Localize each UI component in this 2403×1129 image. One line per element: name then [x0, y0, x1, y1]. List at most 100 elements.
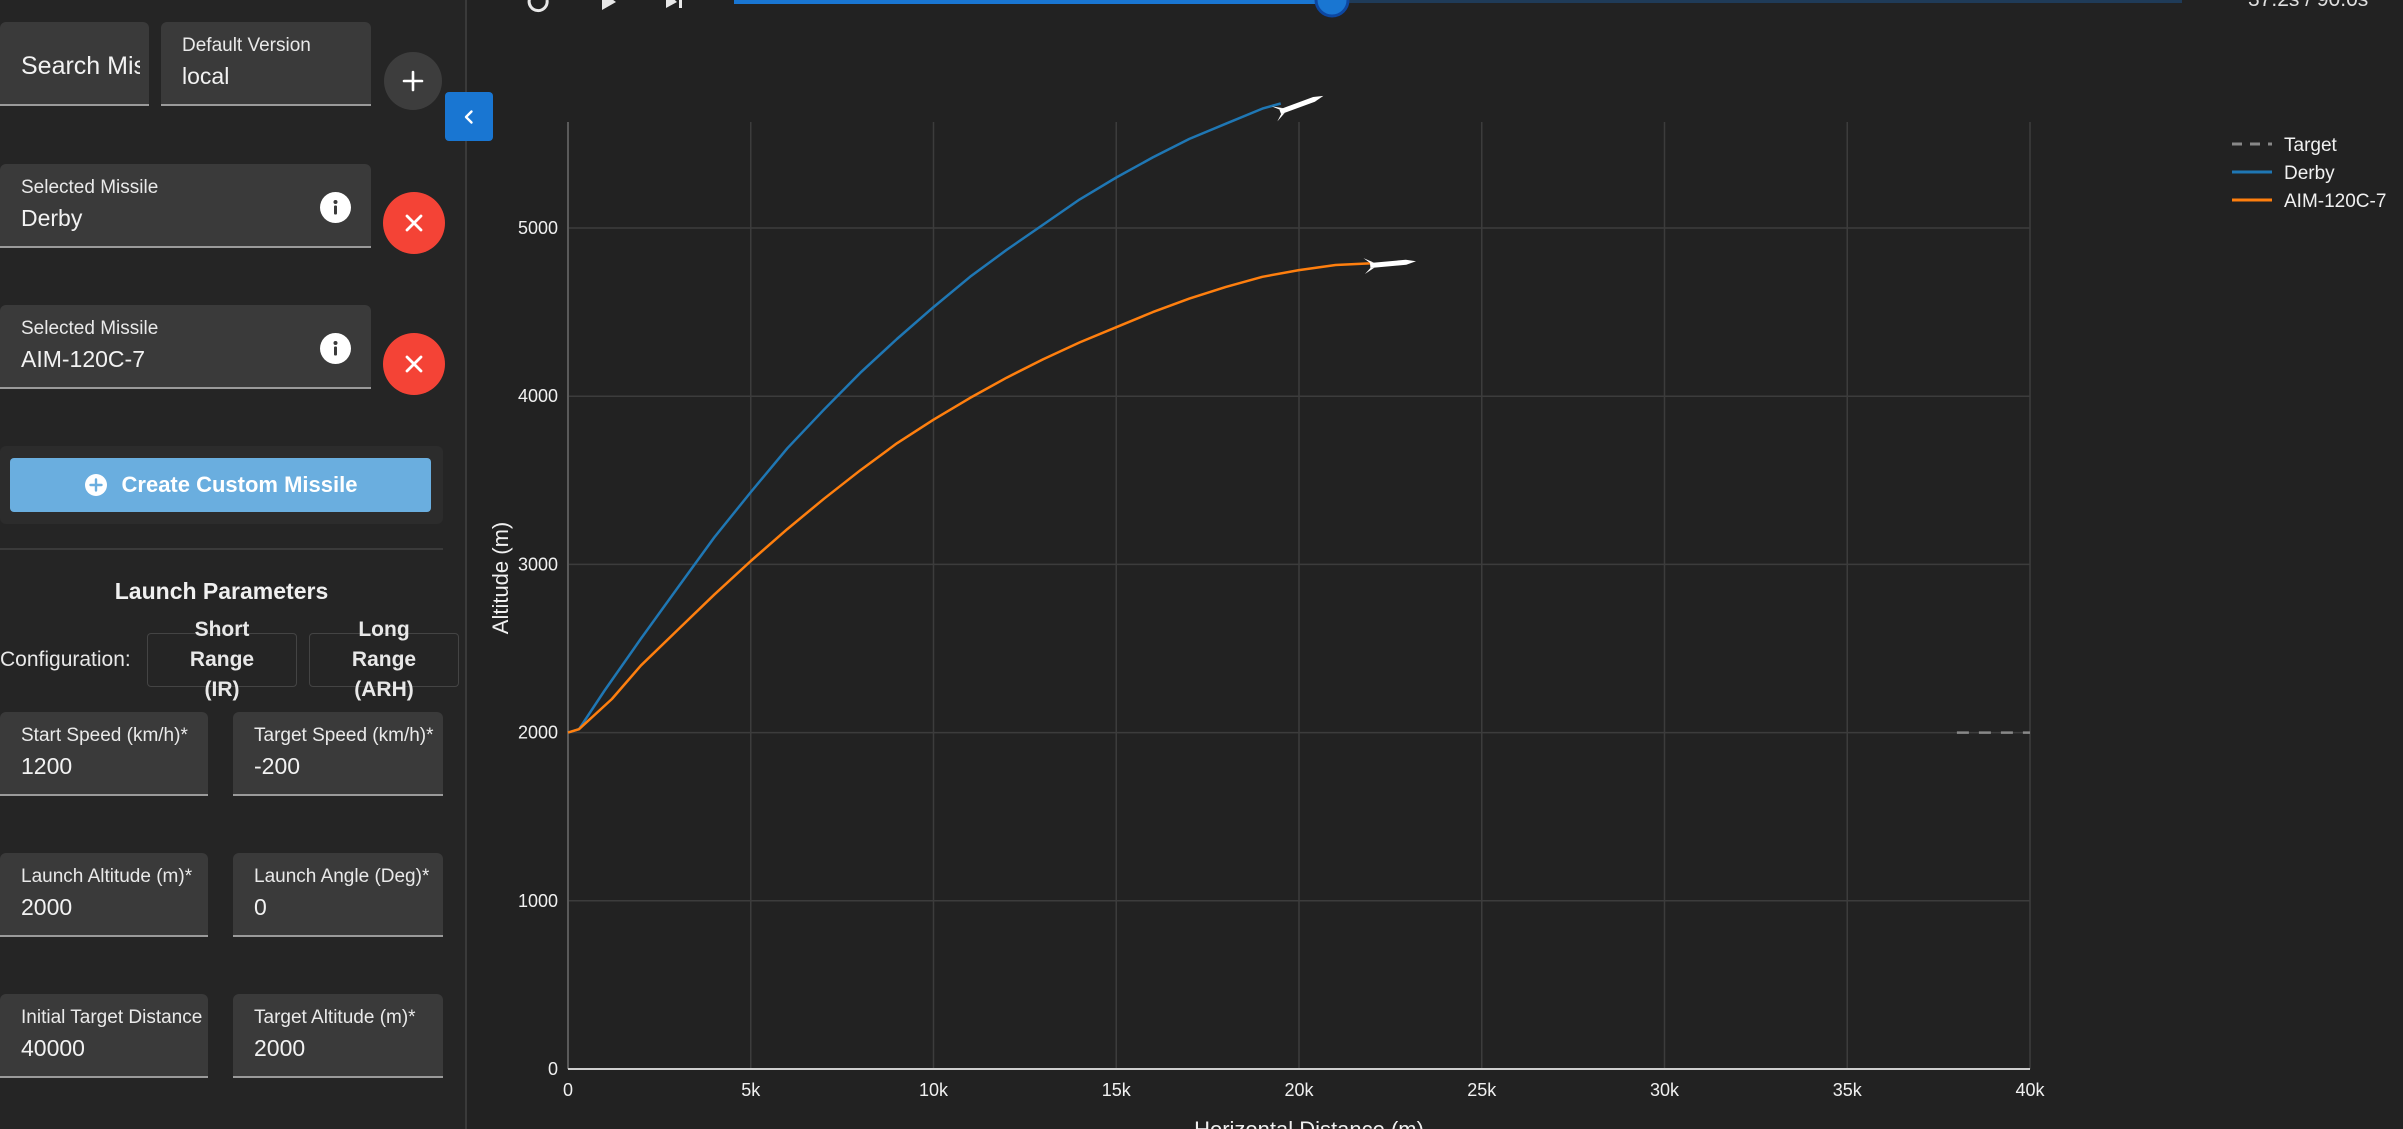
info-icon[interactable] — [320, 192, 351, 223]
y-tick-label: 1000 — [518, 891, 558, 911]
play-icon — [602, 0, 616, 10]
selected-missile-field[interactable]: Selected Missile AIM-120C-7 — [0, 305, 371, 389]
series-line-derby — [567, 102, 1282, 734]
series-line-aim-120c-7 — [567, 262, 1373, 734]
progress-thumb[interactable] — [1314, 0, 1350, 18]
sidebar: Default Version local Selected Missile D… — [0, 0, 467, 1129]
target-speed-field[interactable]: Target Speed (km/h)* -200 — [233, 712, 443, 796]
launch-altitude-field[interactable]: Launch Altitude (m)* 2000 — [0, 853, 208, 937]
missile-fins — [1271, 106, 1285, 122]
required-marker: * — [421, 866, 430, 887]
y-tick-label: 5000 — [518, 218, 558, 238]
start-speed-value: 1200 — [21, 753, 73, 779]
x-tick-label: 0 — [563, 1080, 573, 1100]
replay-button[interactable] — [527, 0, 549, 13]
close-icon — [405, 355, 423, 373]
legend-label: AIM-120C-7 — [2284, 191, 2386, 212]
required-marker: * — [408, 1007, 416, 1028]
skip-end-icon — [666, 0, 682, 8]
configuration-label: Configuration: — [0, 648, 131, 671]
x-tick-label: 35k — [1833, 1080, 1863, 1100]
y-tick-label: 4000 — [518, 386, 558, 406]
y-tick-label: 3000 — [518, 554, 558, 574]
target-altitude-label: Target Altitude (m) — [254, 1007, 409, 1028]
missile-body — [1369, 259, 1417, 269]
launch-angle-field[interactable]: Launch Angle (Deg)* 0 — [233, 853, 443, 937]
playback-bar — [527, 0, 2182, 18]
remove-missile-button[interactable] — [383, 333, 445, 395]
config-short-range-text: Short Range (IR) — [189, 618, 255, 701]
chart-grid — [568, 122, 2031, 1069]
progress-fill — [734, 0, 1333, 4]
selected-missile-value: AIM-120C-7 — [21, 346, 145, 372]
x-tick-label: 5k — [741, 1080, 761, 1100]
selected-missile-field[interactable]: Selected Missile Derby — [0, 164, 371, 248]
plus-icon — [402, 70, 424, 92]
default-version-value: local — [182, 63, 230, 89]
launch-angle-value: 0 — [254, 894, 267, 920]
config-long-range-text: Long Range (ARH) — [351, 618, 417, 701]
config-long-range-button[interactable] — [309, 633, 459, 687]
time-readout: 37.2s / 90.0s — [2248, 0, 2368, 12]
selected-missile-label: Selected Missile — [21, 177, 159, 198]
x-tick-label: 15k — [1102, 1080, 1132, 1100]
y-tick-label: 0 — [548, 1059, 558, 1079]
required-marker: * — [426, 725, 434, 746]
target-altitude-value: 2000 — [254, 1035, 306, 1061]
launch-altitude-value: 2000 — [21, 894, 73, 920]
config-short-range-button[interactable] — [147, 633, 297, 687]
create-custom-missile-container: Create Custom Missile — [0, 446, 443, 524]
create-custom-missile-label: Create Custom Missile — [121, 472, 358, 497]
play-button[interactable] — [602, 0, 616, 10]
trajectory-chart: 0 5k 10k 15k 20k 25k 30k 35k 40k 0 1000 2000 3000 400… — [490, 95, 2386, 1129]
required-marker: * — [180, 725, 188, 746]
launch-altitude-label: Launch Altitude (m) — [21, 866, 185, 887]
search-missile-input[interactable] — [21, 52, 140, 81]
target-speed-label: Target Speed (km/h) — [254, 725, 427, 746]
divider — [0, 548, 443, 550]
x-tick-label: 40k — [2015, 1080, 2045, 1100]
initial-target-distance-field[interactable]: Initial Target Distance 40000 — [0, 994, 208, 1078]
y-axis-title: Altitude (m) — [490, 522, 513, 634]
add-missile-button[interactable] — [384, 52, 442, 110]
skip-end-button[interactable] — [666, 0, 682, 8]
collapse-sidebar-button[interactable] — [445, 92, 493, 141]
info-icon[interactable] — [320, 333, 351, 364]
initial-target-distance-label: Initial Target Distance — [21, 1007, 203, 1028]
x-tick-label: 30k — [1650, 1080, 1680, 1100]
missile-icon — [1363, 258, 1417, 275]
start-speed-label: Start Speed (km/h) — [21, 725, 181, 746]
x-tick-label: 25k — [1467, 1080, 1497, 1100]
x-tick-label: 10k — [919, 1080, 949, 1100]
start-speed-field[interactable]: Start Speed (km/h)* 1200 — [0, 712, 208, 796]
remove-missile-button[interactable] — [383, 192, 445, 254]
required-marker: * — [184, 866, 193, 887]
target-speed-value: -200 — [254, 753, 301, 779]
chart-series — [567, 95, 2030, 734]
target-altitude-field[interactable]: Target Altitude (m)* 2000 — [233, 994, 443, 1078]
missile-body — [1279, 95, 1324, 115]
x-tick-label: 20k — [1284, 1080, 1314, 1100]
plus-circle-icon — [84, 474, 107, 496]
default-version-select[interactable]: Default Version local — [161, 22, 371, 106]
close-icon — [405, 214, 423, 232]
launch-parameters-title: Launch Parameters — [114, 578, 329, 604]
missile-fins — [1363, 258, 1375, 275]
missile-icon — [1271, 95, 1324, 122]
selected-missile-label: Selected Missile — [21, 318, 159, 339]
create-custom-missile-button[interactable]: Create Custom Missile — [10, 458, 431, 512]
launch-angle-label: Launch Angle (Deg) — [254, 866, 422, 887]
default-version-label: Default Version — [182, 35, 311, 56]
initial-target-distance-value: 40000 — [21, 1035, 85, 1061]
replay-icon — [527, 0, 549, 13]
legend-label: Derby — [2284, 163, 2335, 184]
x-axis-title: Horizontal Distance (m) — [1194, 1117, 1424, 1129]
selected-missile-value: Derby — [21, 205, 83, 231]
chart-axes: 0 5k 10k 15k 20k 25k 30k 35k 40k 0 1000 2000 3000 400… — [518, 122, 2046, 1100]
search-missile-field[interactable] — [0, 22, 149, 106]
progress-track[interactable] — [734, 0, 2182, 3]
chart-legend: Target Derby AIM-120C-7 — [2232, 135, 2386, 212]
y-tick-label: 2000 — [518, 723, 558, 743]
legend-label: Target — [2284, 135, 2338, 156]
